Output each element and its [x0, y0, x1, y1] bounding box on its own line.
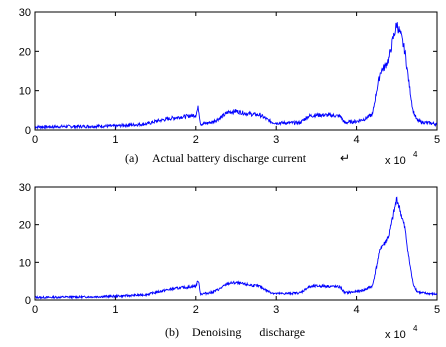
series-line-b [34, 196, 438, 300]
x-scale-b: x 10 [385, 329, 406, 341]
x-tick-label: 2 [193, 134, 199, 146]
series-line-a [34, 22, 438, 130]
chart-panel-b: 0 1 2 3 4 5 0 10 20 30 (b) Denoising discharge x … [19, 182, 440, 341]
y-tick-label: 20 [19, 220, 31, 232]
caption-mark-a: ↵ [340, 151, 350, 165]
y-tick-label: 20 [19, 46, 31, 58]
y-tick-label: 30 [19, 7, 31, 19]
x-scale-exp-b: 4 [413, 324, 418, 333]
x-scale-a: x 10 [385, 155, 406, 167]
ticks-a: 0 1 2 3 4 5 0 10 20 30 [19, 7, 440, 146]
caption-text-b: Denoising discharge [192, 325, 305, 339]
ticks-b: 0 1 2 3 4 5 0 10 20 30 [19, 182, 440, 316]
x-tick-label: 1 [112, 304, 118, 316]
y-tick-label: 0 [25, 295, 31, 307]
x-tick-label: 4 [354, 304, 360, 316]
caption-label-a: (a) [125, 151, 138, 165]
y-tick-label: 30 [19, 182, 31, 194]
x-tick-label: 5 [434, 134, 440, 146]
plot-area-b [34, 186, 438, 301]
x-tick-label: 0 [32, 304, 38, 316]
y-tick-label: 10 [19, 257, 31, 269]
x-scale-exp-a: 4 [413, 150, 418, 159]
x-tick-label: 1 [112, 134, 118, 146]
x-tick-label: 2 [193, 304, 199, 316]
caption-label-b: (b) [165, 325, 179, 339]
x-tick-label: 0 [32, 134, 38, 146]
chart-panel-a: 0 1 2 3 4 5 0 10 20 30 (a) Actual battery dischar… [19, 7, 440, 167]
x-tick-label: 3 [273, 304, 279, 316]
x-tick-label: 5 [434, 304, 440, 316]
x-tick-label: 4 [354, 134, 360, 146]
caption-text-a: Actual battery discharge current [152, 151, 307, 165]
y-tick-label: 0 [25, 125, 31, 137]
y-tick-label: 10 [19, 86, 31, 98]
x-tick-label: 3 [273, 134, 279, 146]
